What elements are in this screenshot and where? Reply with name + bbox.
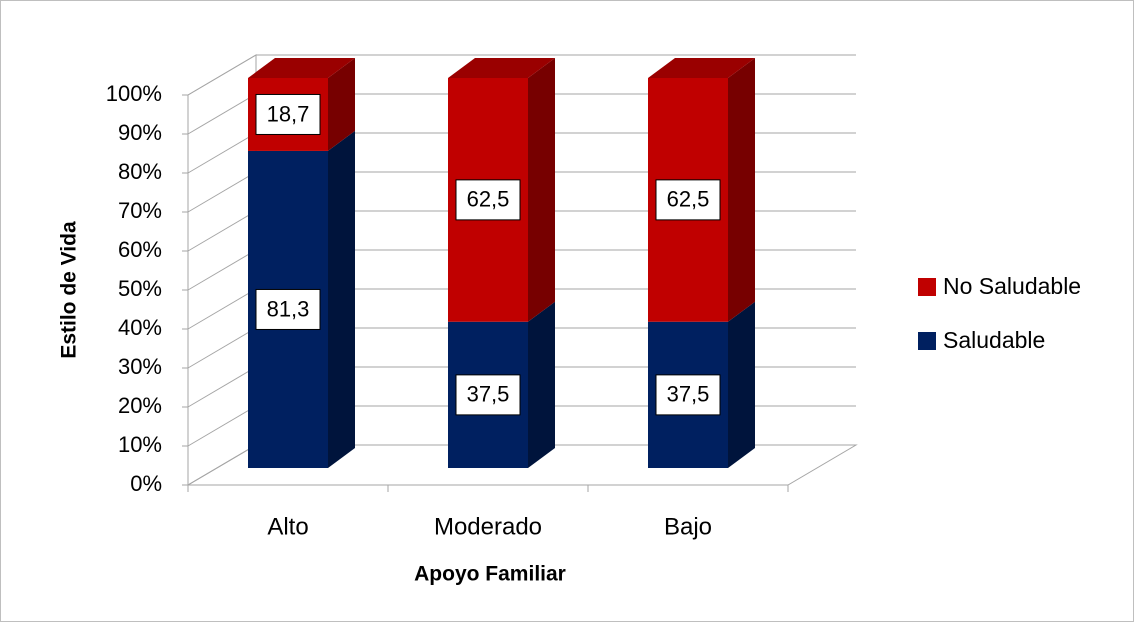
y-axis-title: Estilo de Vida: [58, 221, 81, 359]
bar-side: [528, 301, 555, 468]
y-tick-label: 20%: [118, 393, 162, 418]
y-tick-label: 90%: [118, 120, 162, 145]
value-label-box: [655, 179, 721, 221]
grid-line: [187, 54, 856, 96]
x-tick-label: Alto: [267, 513, 308, 540]
value-label-box: [255, 288, 321, 330]
bar-top: [648, 58, 755, 78]
value-label: 62,5: [467, 187, 510, 212]
legend-swatch: [918, 332, 936, 350]
value-label: 62,5: [667, 187, 710, 212]
value-label-box: [655, 374, 721, 416]
legend-swatch: [918, 278, 936, 296]
value-label: 18,7: [267, 101, 310, 126]
y-tick-label: 10%: [118, 432, 162, 457]
y-tick-label: 80%: [118, 159, 162, 184]
y-tick-label: 60%: [118, 237, 162, 262]
bar-side: [728, 301, 755, 468]
bar-side: [528, 58, 555, 322]
y-tick-label: 0%: [130, 471, 162, 496]
x-tick-label: Bajo: [664, 513, 712, 540]
x-axis-title: Apoyo Familiar: [414, 563, 566, 586]
value-label-box: [455, 179, 521, 221]
legend-label: Saludable: [943, 327, 1045, 353]
y-tick-label: 40%: [118, 315, 162, 340]
bar-side: [328, 58, 355, 151]
value-label-box: [455, 374, 521, 416]
y-tick-label: 50%: [118, 276, 162, 301]
bar-side: [728, 58, 755, 322]
value-label: 37,5: [467, 382, 510, 407]
bar-top: [448, 58, 555, 78]
value-label: 81,3: [267, 296, 310, 321]
bar-top: [248, 58, 355, 78]
y-tick-label: 100%: [106, 81, 162, 106]
y-tick-label: 70%: [118, 198, 162, 223]
value-label-box: [255, 93, 321, 135]
x-tick-label: Moderado: [434, 513, 542, 540]
y-tick-label: 30%: [118, 354, 162, 379]
legend-label: No Saludable: [943, 273, 1081, 299]
value-label: 37,5: [667, 382, 710, 407]
bar-side: [328, 130, 355, 468]
